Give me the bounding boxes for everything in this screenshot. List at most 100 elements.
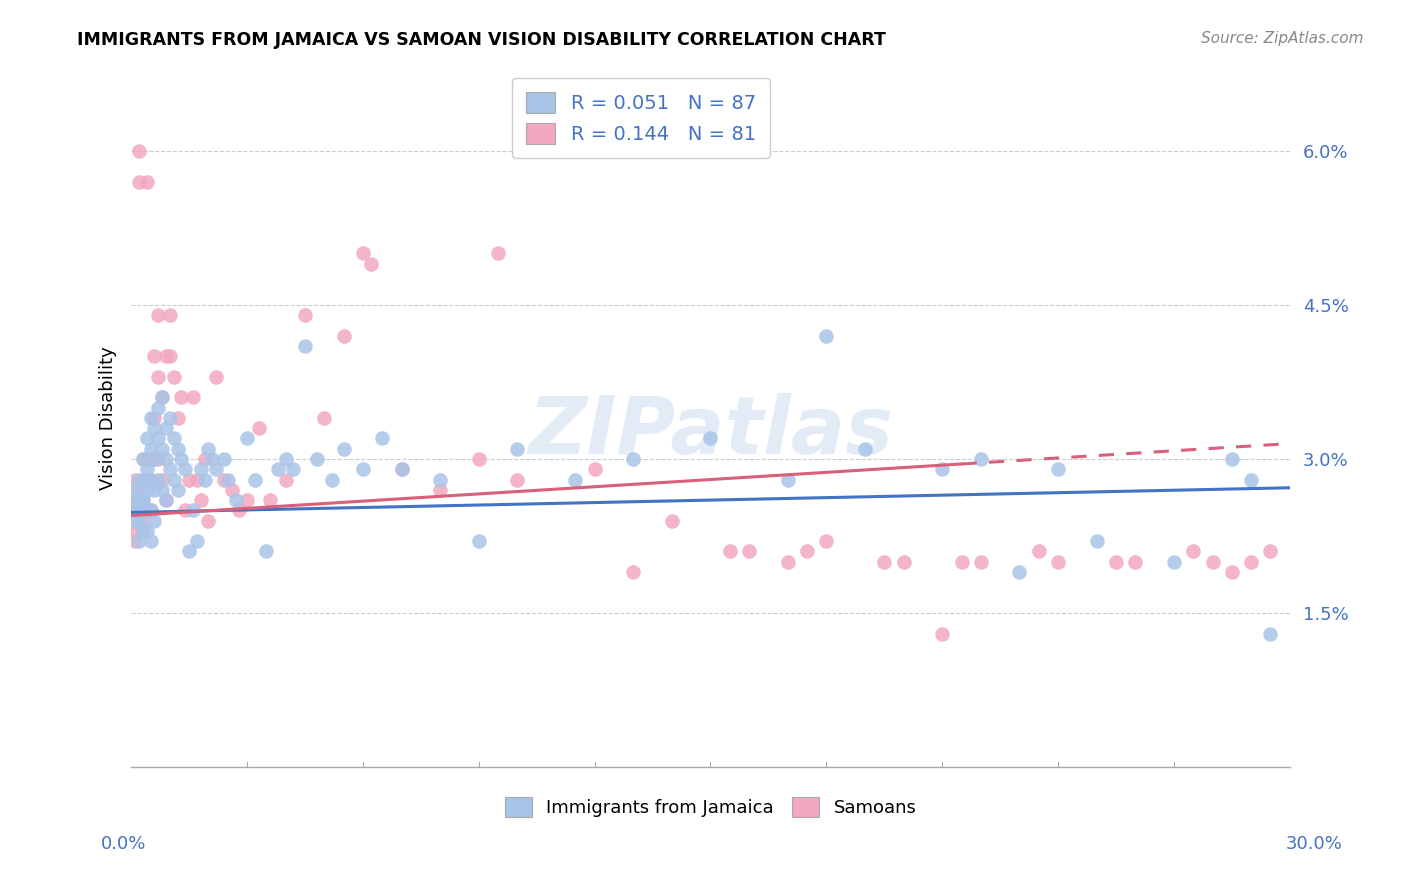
Point [124,503,146,517]
Point [128,503,150,517]
Point [150,390,173,404]
Point [179,473,201,487]
Point [132,493,155,508]
Point [332,328,354,343]
Point [124,514,146,528]
Point [135,175,157,189]
Point [155,349,177,363]
Point [155,452,177,467]
Point [135,503,157,517]
Point [135,483,157,497]
Point [150,390,173,404]
Point [621,452,644,467]
Point [124,503,146,517]
Point [128,144,150,158]
Point [294,308,316,322]
Point [468,452,491,467]
Point [170,452,193,467]
Point [873,555,896,569]
Point [931,626,953,640]
Point [332,442,354,456]
Point [429,483,451,497]
Point [391,462,413,476]
Point [352,246,374,260]
Point [1260,626,1282,640]
Text: ZIPatlas: ZIPatlas [529,392,893,471]
Point [194,473,217,487]
Point [1123,555,1146,569]
Point [1047,462,1070,476]
Point [314,410,336,425]
Point [970,452,993,467]
Point [163,432,186,446]
Point [150,473,173,487]
Point [212,473,235,487]
Point [247,421,270,435]
Point [139,503,162,517]
Point [621,565,644,579]
Point [155,493,177,508]
Point [143,514,166,528]
Point [486,246,509,260]
Point [931,462,953,476]
Point [135,452,157,467]
Point [159,308,181,322]
Point [1220,565,1243,579]
Point [283,462,305,476]
Point [148,308,170,322]
Point [143,421,166,435]
Point [124,493,146,508]
Point [506,442,529,456]
Point [1240,473,1263,487]
Point [132,473,155,487]
Point [305,452,328,467]
Point [155,493,177,508]
Point [128,493,150,508]
Point [583,462,606,476]
Point [360,257,382,271]
Point [950,555,973,569]
Point [132,452,155,467]
Point [1047,555,1070,569]
Point [143,410,166,425]
Point [148,452,170,467]
Point [159,462,181,476]
Point [221,483,243,497]
Point [128,483,150,497]
Point [166,442,188,456]
Point [1105,555,1128,569]
Point [148,401,170,415]
Point [148,369,170,384]
Point [259,493,281,508]
Point [186,534,208,549]
Point [159,410,181,425]
Point [776,555,799,569]
Point [321,473,343,487]
Point [139,442,162,456]
Point [1008,565,1031,579]
Point [124,534,146,549]
Point [201,452,224,467]
Point [135,462,157,476]
Point [564,473,586,487]
Point [274,452,297,467]
Point [893,555,915,569]
Point [1182,544,1205,558]
Point [143,349,166,363]
Point [181,503,204,517]
Point [139,473,162,487]
Point [294,339,316,353]
Point [661,514,683,528]
Text: 0.0%: 0.0% [101,835,146,853]
Point [132,493,155,508]
Point [1201,555,1223,569]
Point [179,544,201,558]
Point [254,544,277,558]
Point [139,410,162,425]
Point [143,483,166,497]
Point [174,462,197,476]
Point [150,442,173,456]
Point [159,349,181,363]
Y-axis label: Vision Disability: Vision Disability [100,346,117,490]
Point [815,534,838,549]
